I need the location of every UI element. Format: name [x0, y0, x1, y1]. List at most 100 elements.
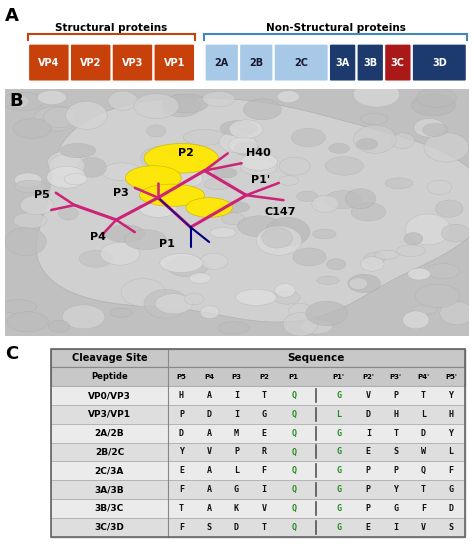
Text: P1: P1: [159, 239, 175, 249]
Ellipse shape: [277, 90, 300, 102]
Ellipse shape: [200, 306, 219, 318]
Ellipse shape: [424, 133, 469, 162]
Ellipse shape: [374, 250, 399, 259]
Text: P4: P4: [204, 374, 214, 380]
Ellipse shape: [14, 173, 42, 187]
Text: G: G: [336, 485, 341, 494]
Ellipse shape: [440, 301, 474, 325]
Text: D: D: [366, 410, 371, 419]
Ellipse shape: [262, 228, 292, 248]
Text: C: C: [5, 345, 18, 363]
Text: P5: P5: [176, 374, 186, 380]
Ellipse shape: [47, 166, 86, 188]
Text: T: T: [421, 485, 426, 494]
Text: P2': P2': [362, 374, 374, 380]
Text: A: A: [207, 504, 211, 513]
Text: P: P: [234, 447, 239, 456]
Text: S: S: [207, 523, 211, 532]
Bar: [51, 349, 465, 536]
Text: P5: P5: [34, 190, 50, 200]
Ellipse shape: [121, 278, 165, 306]
Bar: [51, 461, 465, 480]
Ellipse shape: [229, 120, 263, 139]
Ellipse shape: [306, 301, 347, 326]
Text: P3: P3: [231, 374, 241, 380]
Text: D: D: [179, 429, 184, 438]
Ellipse shape: [184, 293, 204, 305]
Text: G: G: [336, 523, 341, 532]
FancyBboxPatch shape: [412, 44, 466, 81]
FancyBboxPatch shape: [329, 44, 356, 81]
FancyBboxPatch shape: [154, 44, 195, 81]
Text: E: E: [366, 447, 371, 456]
Text: Peptide: Peptide: [91, 372, 128, 381]
Text: T: T: [262, 391, 266, 400]
Ellipse shape: [144, 144, 219, 173]
Ellipse shape: [356, 139, 378, 150]
Ellipse shape: [110, 308, 132, 317]
Ellipse shape: [413, 305, 437, 315]
Ellipse shape: [385, 178, 413, 189]
Text: Q: Q: [291, 485, 296, 494]
Text: A: A: [207, 485, 211, 494]
Ellipse shape: [146, 125, 166, 137]
Text: 3D: 3D: [432, 58, 447, 67]
Text: VP3: VP3: [122, 58, 143, 67]
Ellipse shape: [77, 157, 107, 177]
Text: T: T: [179, 504, 184, 513]
Text: E: E: [179, 466, 184, 475]
Text: P: P: [366, 466, 371, 475]
Text: A: A: [207, 466, 211, 475]
Ellipse shape: [297, 191, 318, 202]
Ellipse shape: [349, 278, 368, 289]
Ellipse shape: [9, 95, 29, 108]
Text: Y: Y: [448, 429, 453, 438]
Ellipse shape: [44, 107, 76, 128]
Ellipse shape: [325, 191, 361, 209]
Text: Q: Q: [291, 523, 296, 532]
Text: D: D: [421, 429, 426, 438]
Ellipse shape: [411, 94, 456, 116]
Text: S: S: [448, 523, 453, 532]
Text: B: B: [9, 92, 23, 110]
Ellipse shape: [325, 157, 364, 175]
Ellipse shape: [13, 213, 47, 229]
Ellipse shape: [14, 180, 47, 193]
Text: G: G: [336, 466, 341, 475]
Text: P: P: [179, 410, 184, 419]
Bar: [51, 349, 465, 367]
Ellipse shape: [417, 88, 456, 107]
Ellipse shape: [235, 142, 259, 156]
Text: K: K: [234, 504, 239, 513]
Ellipse shape: [414, 118, 444, 137]
Bar: [51, 499, 465, 518]
Ellipse shape: [141, 146, 177, 170]
Text: E: E: [366, 523, 371, 532]
Text: L: L: [234, 466, 239, 475]
Text: H40: H40: [246, 149, 271, 158]
Ellipse shape: [126, 165, 181, 190]
Text: V: V: [421, 523, 426, 532]
Bar: [51, 386, 465, 405]
Ellipse shape: [139, 199, 177, 218]
Text: 3B/3C: 3B/3C: [95, 504, 124, 513]
Ellipse shape: [220, 121, 257, 136]
Ellipse shape: [210, 227, 236, 238]
Text: Y: Y: [393, 485, 398, 494]
Text: H: H: [179, 391, 184, 400]
Text: VP2: VP2: [80, 58, 101, 67]
Text: Sequence: Sequence: [287, 353, 345, 363]
Ellipse shape: [293, 248, 326, 266]
Text: 3C/3D: 3C/3D: [94, 523, 124, 532]
Text: I: I: [234, 410, 239, 419]
Ellipse shape: [161, 186, 182, 200]
Ellipse shape: [202, 92, 235, 107]
Text: G: G: [448, 485, 453, 494]
Text: I: I: [234, 391, 239, 400]
Ellipse shape: [403, 311, 429, 329]
Ellipse shape: [2, 92, 44, 111]
Text: L: L: [448, 447, 453, 456]
Ellipse shape: [160, 254, 202, 272]
Ellipse shape: [20, 196, 54, 215]
Text: P1': P1': [251, 175, 270, 185]
